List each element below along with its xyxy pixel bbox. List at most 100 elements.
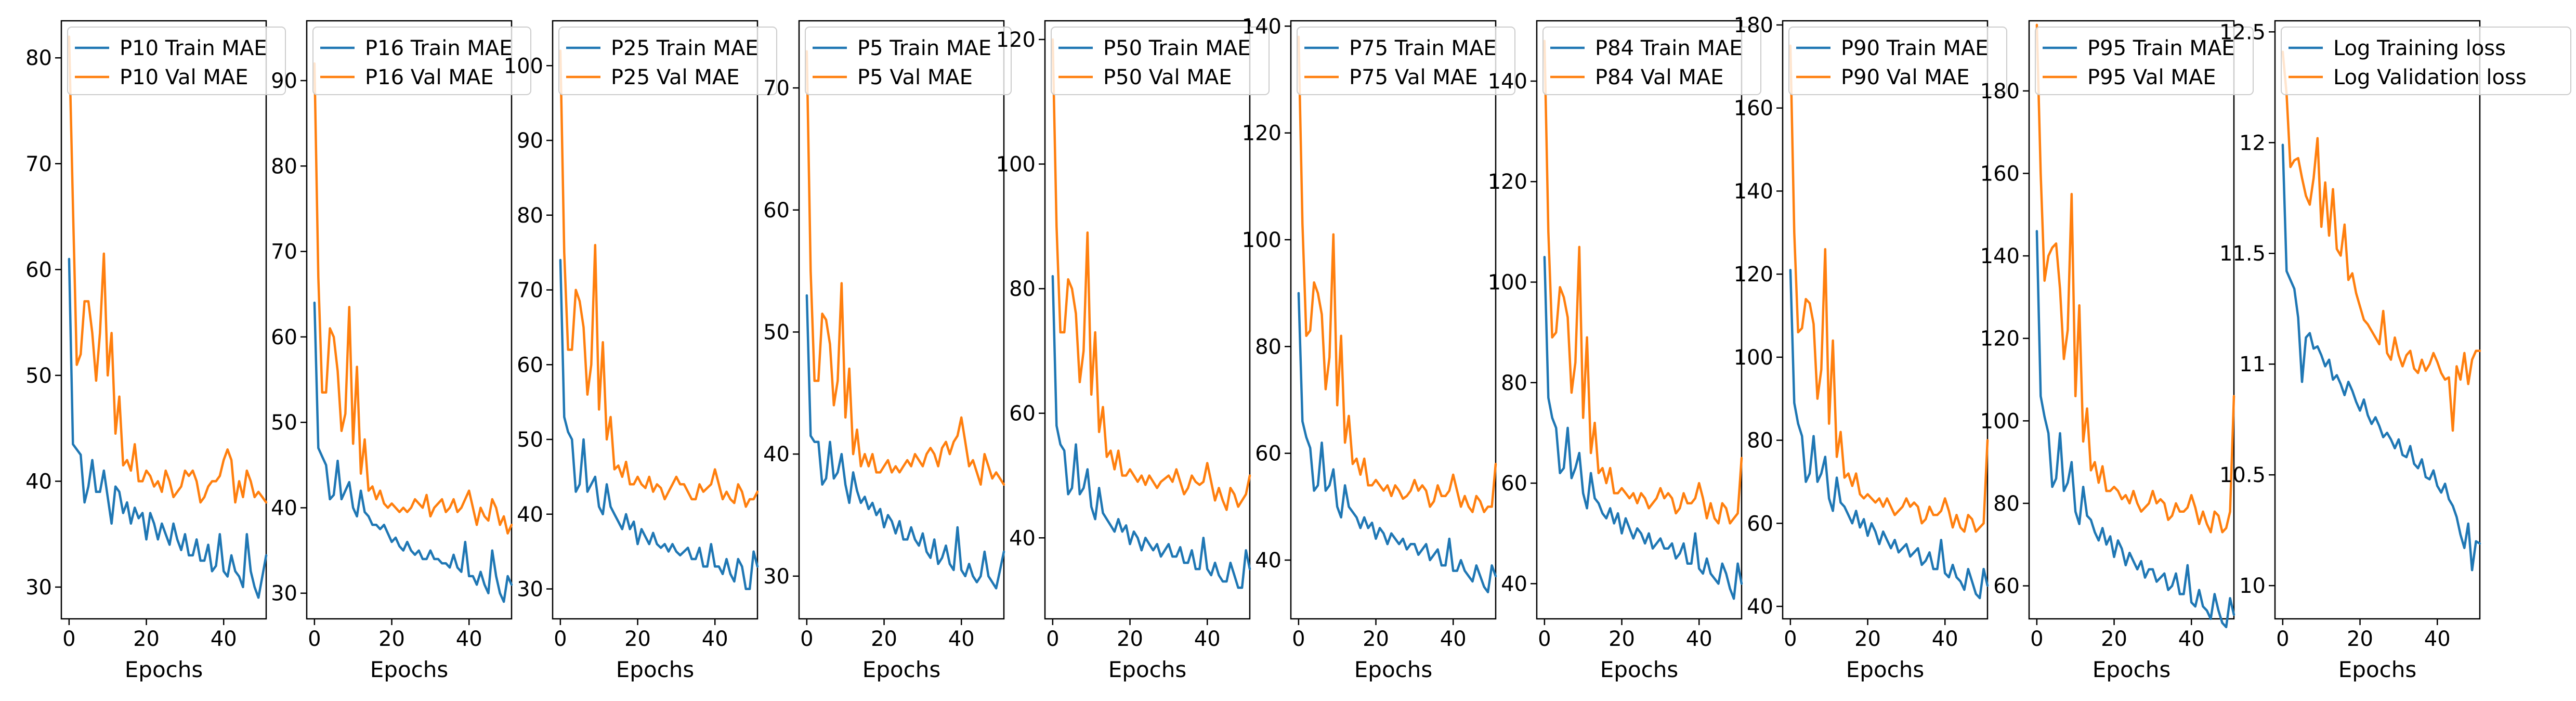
y-tick-label: 60 [1009, 402, 1036, 426]
y-tick-label: 120 [1488, 170, 1527, 194]
x-tick-label: 40 [1686, 627, 1712, 651]
legend: P10 Train MAE P10 Val MAE [67, 27, 286, 95]
axes-frame [2028, 20, 2235, 620]
series-line-1 [1051, 275, 1251, 589]
x-tick-label: 0 [554, 627, 567, 651]
legend-label-1: Log Training loss [2333, 36, 2506, 60]
y-tick-label: 80 [1501, 371, 1527, 395]
x-tick-label: 40 [2178, 627, 2205, 651]
y-tick-label: 40 [271, 496, 297, 520]
legend-label-1: P95 Train MAE [2087, 36, 2235, 60]
chart-panel-8: 0 20 40 40 60 80 100 120 140 160 180 Epochs P90 Trai… [1734, 14, 2007, 682]
y-tick-label: 180 [1980, 80, 2020, 103]
axes-frame [798, 20, 1005, 620]
series-line-1 [1543, 255, 1743, 600]
y-tick-label: 40 [25, 470, 52, 494]
y-tick-label: 60 [1501, 472, 1527, 496]
x-tick-label: 40 [1440, 627, 1467, 651]
legend-label-1: P90 Train MAE [1841, 36, 1989, 60]
x-axis-label: Epochs [616, 657, 695, 682]
y-tick-label: 120 [1734, 263, 1773, 287]
legend-frame [2035, 27, 2254, 95]
y-tick-label: 140 [1488, 70, 1527, 94]
axes-frame [2274, 20, 2481, 620]
legend-label-1: P5 Train MAE [857, 36, 991, 60]
y-tick-label: 60 [271, 326, 297, 349]
legend-frame [558, 27, 777, 95]
legend-label-2: P90 Val MAE [1841, 66, 1969, 89]
y-tick-label: 120 [1242, 122, 1282, 146]
x-axis-label: Epochs [1600, 657, 1679, 682]
legend: P75 Train MAE P75 Val MAE [1297, 27, 1515, 95]
series-group [559, 49, 759, 590]
y-tick-label: 10.5 [2219, 463, 2266, 487]
series-line-1 [68, 257, 268, 599]
series-group [2035, 23, 2235, 629]
legend-label-1: P10 Train MAE [120, 36, 267, 60]
axes-frame [1290, 20, 1497, 620]
y-tick-label: 60 [1255, 442, 1282, 466]
legend-frame [1788, 27, 2007, 95]
series-group [805, 50, 1005, 590]
legend: P84 Train MAE P84 Val MAE [1542, 27, 1761, 95]
series-group [313, 62, 513, 603]
x-axis-label: Epochs [1354, 657, 1433, 682]
y-tick-label: 70 [25, 152, 52, 176]
y-tick-label: 80 [25, 46, 52, 70]
x-tick-label: 0 [1784, 627, 1797, 651]
series-line-1 [1789, 268, 1989, 600]
chart-panel-3: 0 20 40 30 40 50 60 70 80 90 100 Epochs P25 Train MA… [504, 20, 777, 682]
y-tick-label: 40 [1255, 549, 1282, 573]
series-line-1 [2281, 144, 2481, 572]
legend: P25 Train MAE P25 Val MAE [558, 27, 777, 95]
x-tick-label: 20 [1609, 627, 1635, 651]
series-line-2 [805, 50, 1005, 486]
legend: P16 Train MAE P16 Val MAE [312, 27, 531, 95]
y-tick-label: 40 [1501, 572, 1527, 596]
series-line-2 [313, 62, 513, 535]
axes-frame [60, 20, 267, 620]
series-line-2 [1789, 44, 1989, 533]
x-tick-label: 20 [378, 627, 405, 651]
legend-frame [2281, 27, 2571, 95]
x-tick-label: 0 [2276, 627, 2289, 651]
legend: P95 Train MAE P95 Val MAE [2035, 27, 2254, 95]
legend-label-2: P95 Val MAE [2087, 66, 2216, 89]
x-tick-label: 20 [624, 627, 651, 651]
chart-panel-4: 0 20 40 30 40 50 60 70 Epochs P5 Train MAE P5 Val … [763, 20, 1012, 682]
x-tick-label: 0 [2030, 627, 2043, 651]
y-tick-label: 120 [996, 28, 1036, 52]
x-tick-label: 40 [1194, 627, 1221, 651]
legend-label-2: P75 Val MAE [1349, 66, 1477, 89]
x-tick-label: 20 [2101, 627, 2127, 651]
x-tick-label: 20 [133, 627, 160, 651]
y-tick-label: 11.5 [2219, 242, 2266, 266]
axes-frame [1782, 20, 1989, 620]
legend-frame [312, 27, 531, 95]
series-group [1051, 38, 1251, 589]
series-line-2 [68, 35, 268, 504]
y-tick-label: 30 [271, 582, 297, 606]
x-axis-label: Epochs [1846, 657, 1925, 682]
x-tick-label: 0 [1292, 627, 1305, 651]
y-tick-label: 160 [1980, 162, 2020, 186]
y-tick-label: 40 [517, 503, 543, 527]
legend-label-1: P84 Train MAE [1595, 36, 1743, 60]
legend-frame [805, 27, 1012, 95]
y-tick-label: 70 [271, 240, 297, 264]
y-tick-label: 100 [996, 153, 1036, 177]
y-tick-label: 160 [1734, 97, 1773, 121]
y-tick-label: 100 [504, 54, 543, 78]
x-tick-label: 20 [2347, 627, 2373, 651]
x-tick-label: 40 [948, 627, 975, 651]
series-line-1 [1297, 292, 1497, 593]
y-tick-label: 90 [271, 69, 297, 93]
y-tick-label: 30 [763, 565, 790, 589]
y-tick-label: 60 [25, 258, 52, 282]
y-tick-label: 50 [25, 364, 52, 388]
y-tick-label: 140 [1734, 179, 1773, 203]
